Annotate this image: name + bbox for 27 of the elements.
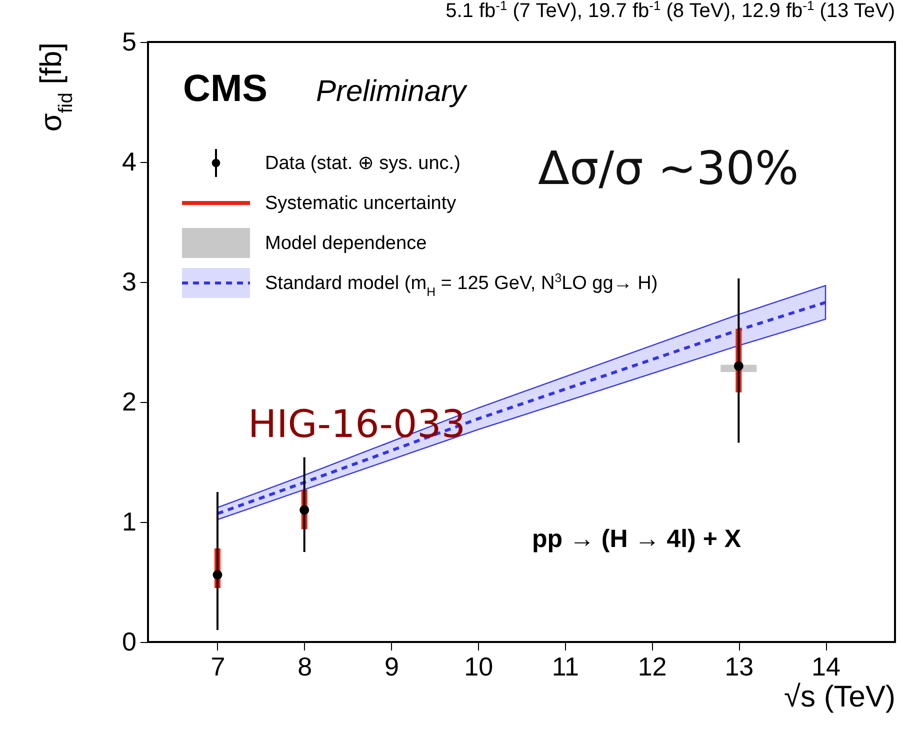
annotation: pp → (H → 4l) + X [532,525,742,553]
annotation: CMS [183,68,268,110]
x-tick-label: 7 [210,652,226,682]
x-tick-label: 10 [464,652,494,682]
legend-label: Model dependence [265,233,427,254]
x-axis-title: √s (TeV) [784,680,896,714]
y-tick-label: 3 [122,266,136,296]
point [734,361,744,371]
point [212,570,222,580]
y-tick-label: 5 [122,26,136,56]
x-tick-label: 12 [638,652,667,682]
annotation: Δσ/σ ~30% [538,141,799,195]
annotation: Preliminary [316,75,468,108]
chart-title: 5.1 fb$^{-1}$ (7 TeV), 19.7 fb$^{-1}$ (8 TeV), 12.9 fb$^{-1}$ (13 TeV) [446,0,895,22]
y-tick-label: 4 [122,146,136,176]
y-tick-label: 0 [122,626,136,656]
x-tick-label: 13 [724,652,754,682]
legend-label: Data (stat. ⊕ sys. unc.) [265,153,460,174]
x-tick-label: 8 [298,652,312,682]
y-tick-label: 1 [122,506,136,536]
point [300,505,310,515]
x-tick-label: 14 [812,652,840,682]
x-tick-label: 11 [552,652,579,682]
y-tick-label: 2 [122,386,136,416]
legend-label: Standard model (m$_{H}$ = 125 GeV, N$^{3}$LO gg→ H) [265,271,658,299]
legend-label: Systematic uncertainty [265,193,457,214]
x-tick-label: 9 [384,652,399,682]
